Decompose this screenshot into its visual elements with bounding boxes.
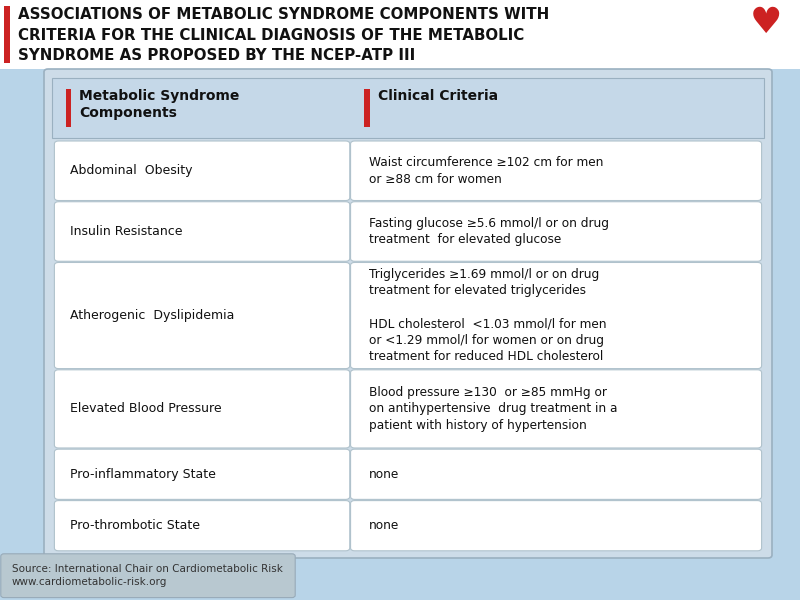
Text: Blood pressure ≥130  or ≥85 mmHg or
on antihypertensive  drug treatment in a
pat: Blood pressure ≥130 or ≥85 mmHg or on an…: [369, 386, 618, 432]
FancyBboxPatch shape: [52, 78, 764, 138]
Text: Elevated Blood Pressure: Elevated Blood Pressure: [70, 403, 222, 415]
FancyBboxPatch shape: [350, 262, 762, 368]
Text: none: none: [369, 468, 399, 481]
FancyBboxPatch shape: [350, 500, 762, 551]
Text: Fasting glucose ≥5.6 mmol/l or on drug
treatment  for elevated glucose: Fasting glucose ≥5.6 mmol/l or on drug t…: [369, 217, 609, 246]
FancyBboxPatch shape: [4, 6, 10, 63]
Text: Waist circumference ≥102 cm for men
or ≥88 cm for women: Waist circumference ≥102 cm for men or ≥…: [369, 156, 603, 185]
FancyBboxPatch shape: [350, 141, 762, 200]
Text: Metabolic Syndrome
Components: Metabolic Syndrome Components: [79, 89, 239, 120]
FancyBboxPatch shape: [54, 449, 350, 499]
Text: Insulin Resistance: Insulin Resistance: [70, 225, 183, 238]
Text: Pro-inflammatory State: Pro-inflammatory State: [70, 468, 216, 481]
Text: ASSOCIATIONS OF METABOLIC SYNDROME COMPONENTS WITH
CRITERIA FOR THE CLINICAL DIA: ASSOCIATIONS OF METABOLIC SYNDROME COMPO…: [18, 7, 549, 63]
FancyBboxPatch shape: [350, 202, 762, 261]
FancyBboxPatch shape: [54, 262, 350, 368]
FancyBboxPatch shape: [350, 370, 762, 448]
FancyBboxPatch shape: [350, 449, 762, 499]
Text: Source: International Chair on Cardiometabolic Risk
www.cardiometabolic-risk.org: Source: International Chair on Cardiomet…: [12, 564, 283, 587]
FancyBboxPatch shape: [1, 554, 295, 598]
FancyBboxPatch shape: [66, 89, 71, 127]
FancyBboxPatch shape: [54, 370, 350, 448]
Text: ♥: ♥: [750, 6, 782, 40]
Text: Triglycerides ≥1.69 mmol/l or on drug
treatment for elevated triglycerides

HDL : Triglycerides ≥1.69 mmol/l or on drug tr…: [369, 268, 606, 363]
Text: Abdominal  Obesity: Abdominal Obesity: [70, 164, 193, 177]
FancyBboxPatch shape: [54, 500, 350, 551]
FancyBboxPatch shape: [364, 89, 370, 127]
FancyBboxPatch shape: [44, 69, 772, 558]
Text: none: none: [369, 519, 399, 532]
Text: Pro-thrombotic State: Pro-thrombotic State: [70, 519, 200, 532]
Text: Atherogenic  Dyslipidemia: Atherogenic Dyslipidemia: [70, 309, 234, 322]
FancyBboxPatch shape: [54, 141, 350, 200]
FancyBboxPatch shape: [0, 0, 800, 69]
FancyBboxPatch shape: [54, 202, 350, 261]
Text: Clinical Criteria: Clinical Criteria: [378, 89, 498, 103]
